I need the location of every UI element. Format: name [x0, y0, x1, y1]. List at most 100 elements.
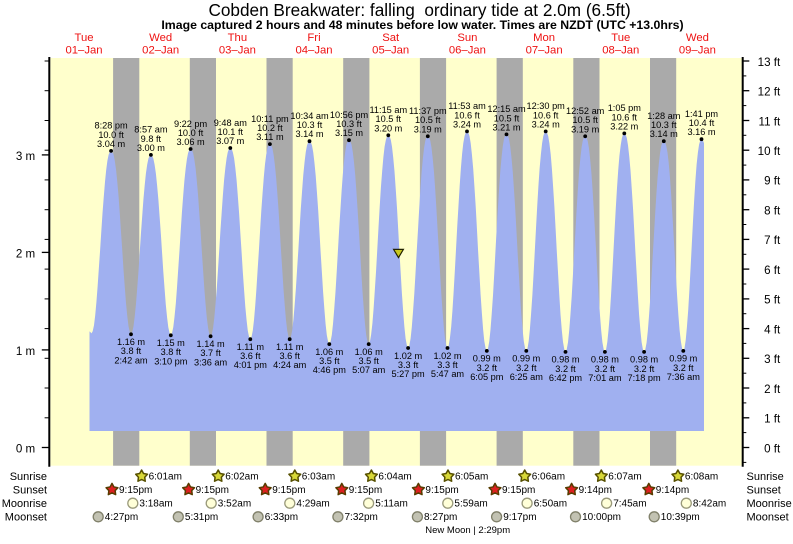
svg-text:3.21 m: 3.21 m: [492, 122, 520, 132]
svg-text:7:45am: 7:45am: [613, 498, 646, 509]
svg-text:4:27pm: 4:27pm: [105, 512, 138, 523]
svg-text:3.2 ft: 3.2 ft: [516, 363, 537, 373]
svg-text:10.5 ft: 10.5 ft: [376, 114, 402, 124]
svg-text:10.0 ft: 10.0 ft: [178, 128, 204, 138]
svg-text:10.6 ft: 10.6 ft: [533, 110, 559, 120]
svg-text:1.06 m: 1.06 m: [315, 347, 343, 357]
svg-text:06–Jan: 06–Jan: [449, 45, 486, 57]
svg-text:7:36 am: 7:36 am: [667, 372, 701, 382]
svg-text:3.14 m: 3.14 m: [650, 129, 678, 139]
svg-text:9.8 ft: 9.8 ft: [141, 134, 162, 144]
svg-text:4:46 pm: 4:46 pm: [313, 365, 347, 375]
svg-text:3.6 ft: 3.6 ft: [240, 351, 261, 361]
svg-text:3.2 ft: 3.2 ft: [673, 363, 694, 373]
svg-text:6:42 pm: 6:42 pm: [549, 373, 583, 383]
svg-text:2 ft: 2 ft: [764, 383, 781, 396]
svg-text:3.07 m: 3.07 m: [216, 136, 244, 146]
svg-text:2 m: 2 m: [16, 247, 35, 260]
svg-text:10.5 ft: 10.5 ft: [494, 113, 520, 123]
svg-text:9:15pm: 9:15pm: [119, 485, 152, 496]
svg-text:9:15pm: 9:15pm: [425, 485, 458, 496]
svg-text:1 ft: 1 ft: [764, 413, 781, 426]
svg-text:5:07 am: 5:07 am: [352, 365, 386, 375]
svg-text:3.20 m: 3.20 m: [374, 123, 402, 133]
svg-text:1.11 m: 1.11 m: [237, 342, 265, 352]
svg-text:3.06 m: 3.06 m: [177, 137, 205, 147]
svg-text:Moonrise: Moonrise: [747, 498, 792, 510]
svg-text:10:56 pm: 10:56 pm: [330, 110, 369, 120]
svg-text:11:53 am: 11:53 am: [448, 101, 486, 111]
svg-text:5:11am: 5:11am: [375, 498, 408, 509]
svg-text:0.99 m: 0.99 m: [473, 354, 501, 364]
svg-text:3:52am: 3:52am: [218, 498, 251, 509]
svg-text:07–Jan: 07–Jan: [526, 45, 563, 57]
svg-text:4:24 am: 4:24 am: [273, 360, 307, 370]
svg-text:02–Jan: 02–Jan: [142, 45, 179, 57]
svg-text:6:33pm: 6:33pm: [265, 512, 298, 523]
svg-text:Moonset: Moonset: [5, 512, 47, 524]
svg-text:13 ft: 13 ft: [758, 56, 781, 69]
svg-text:0.98 m: 0.98 m: [591, 355, 619, 365]
svg-text:Thu: Thu: [228, 32, 247, 44]
svg-text:3:36 am: 3:36 am: [194, 357, 228, 367]
svg-text:7:32pm: 7:32pm: [345, 512, 378, 523]
svg-text:3.2 ft: 3.2 ft: [477, 363, 498, 373]
svg-text:9:15pm: 9:15pm: [502, 485, 535, 496]
svg-text:6:03am: 6:03am: [302, 471, 335, 482]
svg-text:1.02 m: 1.02 m: [394, 351, 422, 361]
svg-text:5:31pm: 5:31pm: [185, 512, 218, 523]
svg-text:9 ft: 9 ft: [764, 175, 781, 188]
svg-text:5:59am: 5:59am: [454, 498, 487, 509]
svg-text:8:28 pm: 8:28 pm: [94, 121, 128, 131]
svg-text:10:11 pm: 10:11 pm: [251, 114, 289, 124]
svg-text:1 m: 1 m: [16, 345, 35, 358]
svg-text:1:41 pm: 1:41 pm: [685, 109, 719, 119]
svg-text:Tue: Tue: [611, 32, 630, 44]
svg-text:01–Jan: 01–Jan: [65, 45, 102, 57]
svg-text:9:15pm: 9:15pm: [196, 485, 229, 496]
svg-text:1.02 m: 1.02 m: [433, 351, 461, 361]
svg-text:10.5 ft: 10.5 ft: [415, 115, 441, 125]
svg-text:Tue: Tue: [74, 32, 93, 44]
svg-text:0.98 m: 0.98 m: [551, 355, 579, 365]
svg-text:0.99 m: 0.99 m: [669, 354, 697, 364]
svg-text:6:01am: 6:01am: [149, 471, 182, 482]
svg-text:5:27 pm: 5:27 pm: [391, 369, 425, 379]
svg-text:Moonset: Moonset: [747, 512, 789, 524]
svg-text:12:30 pm: 12:30 pm: [527, 101, 566, 111]
svg-text:05–Jan: 05–Jan: [372, 45, 409, 57]
svg-text:8:27pm: 8:27pm: [424, 512, 457, 523]
svg-text:11:15 am: 11:15 am: [369, 105, 407, 115]
svg-text:Cobden Breakwater: falling or: Cobden Breakwater: falling ordinary tide…: [208, 0, 630, 20]
svg-text:2:42 am: 2:42 am: [114, 355, 148, 365]
svg-text:4 ft: 4 ft: [764, 323, 781, 336]
svg-text:1:28 am: 1:28 am: [647, 111, 681, 121]
svg-text:04–Jan: 04–Jan: [295, 45, 332, 57]
svg-text:4:01 pm: 4:01 pm: [234, 360, 268, 370]
svg-text:6:02am: 6:02am: [225, 471, 258, 482]
svg-text:3:18am: 3:18am: [139, 498, 172, 509]
svg-text:9:22 pm: 9:22 pm: [174, 119, 208, 129]
svg-text:10.3 ft: 10.3 ft: [297, 120, 323, 130]
svg-text:10:34 am: 10:34 am: [290, 111, 329, 121]
svg-text:12 ft: 12 ft: [758, 86, 781, 99]
svg-text:3 m: 3 m: [16, 150, 35, 163]
svg-text:4:29am: 4:29am: [296, 498, 329, 509]
svg-text:3.6 ft: 3.6 ft: [279, 351, 300, 361]
svg-text:10:00pm: 10:00pm: [582, 512, 621, 523]
svg-text:6:25 am: 6:25 am: [510, 372, 544, 382]
svg-text:12:52 am: 12:52 am: [566, 106, 605, 116]
svg-text:6:06am: 6:06am: [532, 471, 565, 482]
svg-text:5 ft: 5 ft: [764, 294, 781, 307]
svg-text:6:05am: 6:05am: [455, 471, 488, 482]
svg-text:3.04 m: 3.04 m: [97, 139, 125, 149]
svg-text:Wed: Wed: [686, 32, 709, 44]
svg-text:10.2 ft: 10.2 ft: [257, 123, 283, 133]
svg-text:6:50am: 6:50am: [534, 498, 567, 509]
svg-text:03–Jan: 03–Jan: [219, 45, 256, 57]
svg-text:3.8 ft: 3.8 ft: [121, 346, 142, 356]
svg-text:10.0 ft: 10.0 ft: [98, 130, 124, 140]
svg-text:3 ft: 3 ft: [764, 353, 781, 366]
svg-text:Sunset: Sunset: [747, 485, 781, 497]
svg-text:12:15 am: 12:15 am: [487, 104, 526, 114]
